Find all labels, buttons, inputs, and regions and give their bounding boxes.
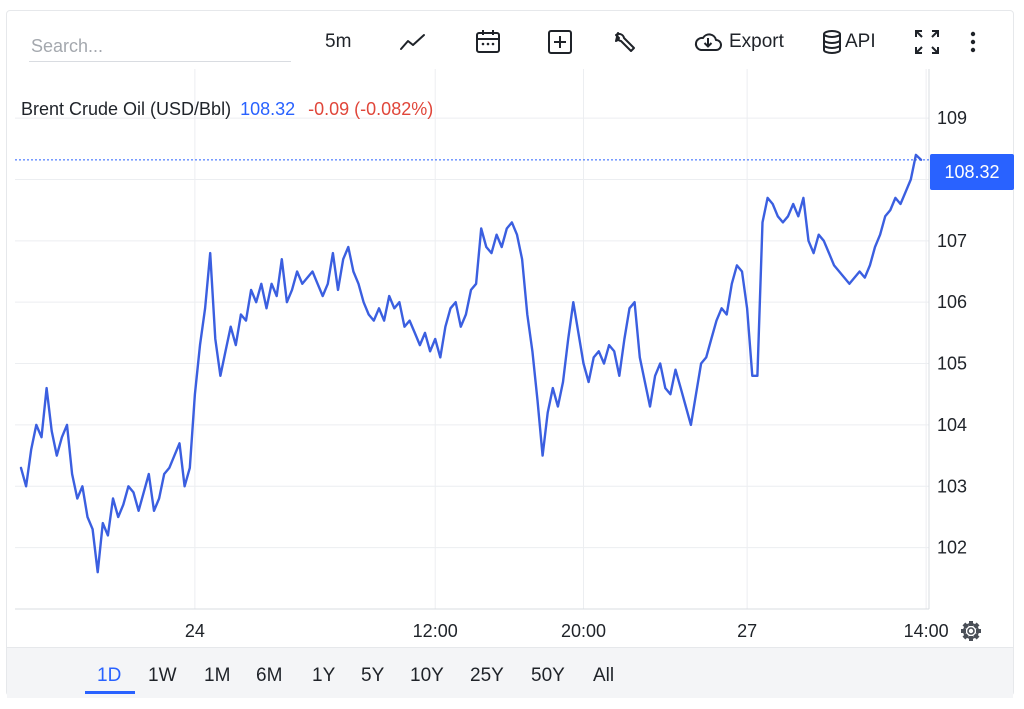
database-icon: [821, 29, 843, 55]
interval-label: 5m: [325, 31, 352, 52]
timeframe-1w[interactable]: 1W: [148, 665, 177, 686]
timeframe-5y[interactable]: 5Y: [361, 665, 385, 686]
last-price: 108.32: [240, 99, 296, 119]
x-tick-label: 24: [185, 621, 205, 641]
y-tick-label: 104: [937, 415, 967, 435]
export-label: Export: [729, 31, 784, 52]
timeframe-1m[interactable]: 1M: [204, 665, 231, 686]
price-change: -0.09 (-0.082%): [308, 99, 434, 119]
date-range-button[interactable]: [475, 27, 501, 57]
y-tick-label: 107: [937, 231, 967, 251]
fullscreen-icon: [913, 28, 941, 56]
timeframe-10y[interactable]: 10Y: [410, 665, 444, 686]
cloud-download-icon: [693, 30, 723, 54]
price-series-line: [19, 153, 923, 574]
instrument-name: Brent Crude Oil (USD/Bbl): [21, 99, 232, 119]
x-tick-label: 27: [737, 621, 757, 641]
chart-legend: Brent Crude Oil (USD/Bbl) 108.32 -0.09 (…: [21, 99, 433, 120]
toolbar: 5m Export: [7, 11, 1013, 69]
fullscreen-button[interactable]: [913, 27, 941, 57]
last-price-tag: 108.32: [930, 154, 1014, 190]
chart-widget: 5m Export: [6, 10, 1014, 698]
y-tick-label: 103: [937, 476, 967, 496]
x-tick-label: 12:00: [413, 621, 458, 641]
add-indicator-button[interactable]: [547, 27, 573, 57]
x-tick-label: 20:00: [561, 621, 606, 641]
search-input[interactable]: [29, 31, 291, 62]
settings-gear-icon[interactable]: [961, 621, 981, 641]
kebab-menu-icon: [969, 29, 977, 55]
more-options-button[interactable]: [969, 27, 977, 57]
timeframe-1d[interactable]: 1D: [97, 665, 122, 686]
timeframe-50y[interactable]: 50Y: [531, 665, 565, 686]
tools-button[interactable]: [611, 27, 637, 57]
line-chart-icon: [399, 31, 427, 53]
y-tick-label: 109: [937, 108, 967, 128]
api-button[interactable]: API: [821, 27, 876, 57]
price-chart[interactable]: 1021031041051061071081092412:0020:002714…: [7, 11, 1013, 647]
api-label: API: [845, 31, 876, 52]
chart-type-button[interactable]: [399, 27, 427, 57]
x-tick-label: 14:00: [904, 621, 949, 641]
timeframe-25y[interactable]: 25Y: [470, 665, 504, 686]
timeframe-bar: 1D 1W 1M 6M 1Y 5Y 10Y 25Y 50Y All: [7, 647, 1013, 698]
y-tick-label: 106: [937, 292, 967, 312]
active-timeframe-underline: [85, 691, 135, 694]
interval-selector[interactable]: 5m: [325, 27, 351, 57]
timeframe-6m[interactable]: 6M: [256, 665, 283, 686]
calendar-icon: [475, 29, 501, 55]
timeframe-1y[interactable]: 1Y: [312, 665, 336, 686]
plus-square-icon: [547, 29, 573, 55]
export-button[interactable]: Export: [693, 27, 784, 57]
timeframe-all[interactable]: All: [593, 665, 615, 686]
y-tick-label: 105: [937, 354, 967, 374]
y-tick-label: 102: [937, 538, 967, 558]
wrench-icon: [611, 29, 637, 55]
